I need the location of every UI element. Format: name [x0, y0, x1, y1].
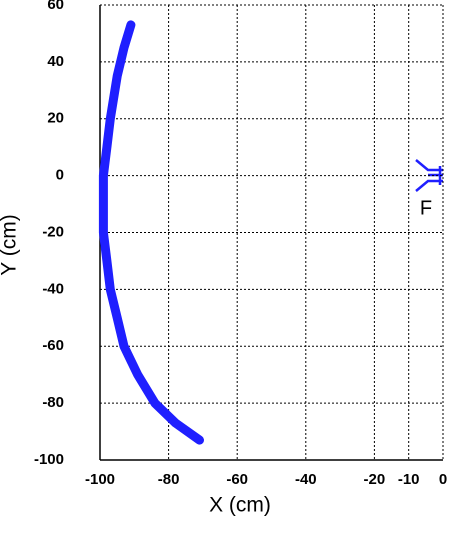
x-tick-label: -20 — [364, 471, 386, 488]
y-tick-label: 60 — [47, 0, 64, 13]
x-tick-label: -40 — [295, 471, 317, 488]
y-tick-label: -40 — [42, 280, 64, 297]
y-tick-label: -100 — [34, 451, 64, 468]
data-line — [98, 20, 204, 445]
x-tick-label: 0 — [439, 471, 447, 488]
x-tick-label: -100 — [85, 471, 115, 488]
x-tick-label: -80 — [158, 471, 180, 488]
y-tick-label: -60 — [42, 337, 64, 354]
x-tick-label: -10 — [398, 471, 420, 488]
y-axis-label: Y (cm) — [0, 214, 21, 275]
x-axis-label: X (cm) — [209, 494, 271, 517]
x-tick-label: -60 — [226, 471, 248, 488]
y-tick-label: 20 — [47, 110, 64, 127]
annotation: F — [420, 197, 432, 219]
antenna-icon — [415, 159, 443, 192]
y-tick-label: 40 — [47, 53, 64, 70]
y-tick-label: -20 — [42, 223, 64, 240]
y-tick-label: -80 — [42, 394, 64, 411]
y-tick-label: 0 — [56, 167, 64, 184]
